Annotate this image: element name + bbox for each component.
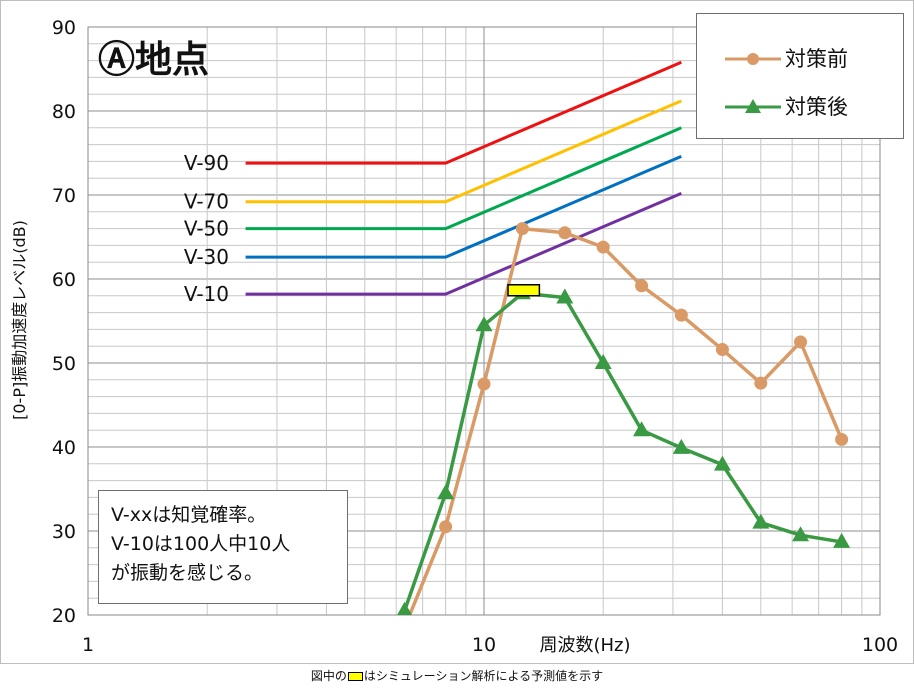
y-tick-label: 80 [52, 101, 76, 123]
legend-label-after: 対策後 [785, 95, 848, 119]
series-before [407, 222, 849, 615]
reference-line-v-50 [245, 126, 682, 231]
note-line-2: V-10は100人中10人 [111, 533, 291, 555]
x-axis-tick-labels: 1 10 100 [82, 634, 898, 656]
data-point [596, 240, 610, 254]
data-point [835, 432, 849, 446]
y-tick-label: 20 [52, 605, 76, 627]
y-tick-label: 90 [52, 17, 76, 39]
data-point [439, 520, 453, 534]
reference-line-v-90 [245, 60, 682, 165]
reference-label-v-10: V-10 [184, 282, 229, 306]
footer-text-after: はシミュレーション解析による予測値を示す [363, 669, 604, 683]
x-tick-label: 10 [472, 634, 496, 656]
note-line-3: が振動を感じる。 [111, 562, 264, 584]
data-point [594, 354, 612, 369]
legend-item-after: 対策後 [697, 92, 903, 122]
reference-label-v-70: V-70 [184, 190, 229, 214]
series-line [402, 291, 842, 612]
chart-title: Ⓐ地点 [98, 38, 209, 81]
y-tick-label: 50 [52, 353, 76, 375]
data-point [715, 343, 729, 357]
perception-note-box: V-xxは知覚確率。 V-10は100人中10人 が振動を感じる。 [98, 490, 348, 604]
footer-caption: 図中の はシミュレーション解析による予測値を示す [0, 664, 914, 689]
data-point [477, 377, 491, 391]
data-point [754, 376, 768, 390]
reference-label-v-50: V-50 [184, 217, 229, 241]
data-point [672, 438, 690, 454]
y-tick-label: 70 [52, 185, 76, 207]
data-point [556, 288, 574, 304]
data-point [833, 532, 851, 548]
y-tick-label: 60 [52, 269, 76, 291]
x-tick-label: 1 [82, 634, 94, 656]
data-point [794, 335, 808, 349]
y-axis-label: [0-P]振動加速度レベル(dB) [10, 220, 29, 420]
legend-circle-marker-icon [725, 53, 781, 65]
reference-line-v-10 [245, 191, 682, 296]
x-tick-label: 100 [862, 634, 898, 656]
legend-triangle-marker-icon [725, 99, 781, 113]
reference-label-v-30: V-30 [184, 245, 229, 269]
data-point [515, 222, 529, 236]
data-point [558, 226, 572, 240]
data-point [792, 526, 810, 542]
plot-area-border [87, 26, 881, 616]
data-point [437, 484, 455, 500]
reference-label-v-90: V-90 [184, 151, 229, 175]
note-line-1: V-xxは知覚確率。 [111, 504, 267, 526]
x-axis-label: 周波数(Hz) [539, 635, 630, 656]
chart-legend: 対策前 対策後 [696, 13, 904, 139]
data-point [713, 455, 731, 471]
data-point [635, 279, 649, 293]
yellow-marker-swatch-icon [347, 672, 363, 681]
y-axis-tick-labels: 20 30 40 50 60 70 80 90 [52, 17, 76, 627]
footer-text-before: 図中の [310, 669, 347, 683]
reference-line-v-30 [245, 154, 682, 259]
data-point [674, 308, 688, 322]
series-line [407, 226, 844, 615]
data-point [475, 316, 493, 332]
y-tick-label: 40 [52, 437, 76, 459]
data-point [752, 513, 770, 529]
simulation-prediction-marker [507, 284, 541, 297]
data-point [633, 421, 651, 437]
reference-line-v-70 [245, 99, 682, 204]
legend-label-before: 対策前 [785, 47, 848, 71]
legend-item-before: 対策前 [697, 44, 903, 74]
y-tick-label: 30 [52, 521, 76, 543]
perception-reference-lines: V-90 V-70 V-50 V-30 V-10 [184, 60, 682, 306]
data-point [397, 601, 413, 615]
